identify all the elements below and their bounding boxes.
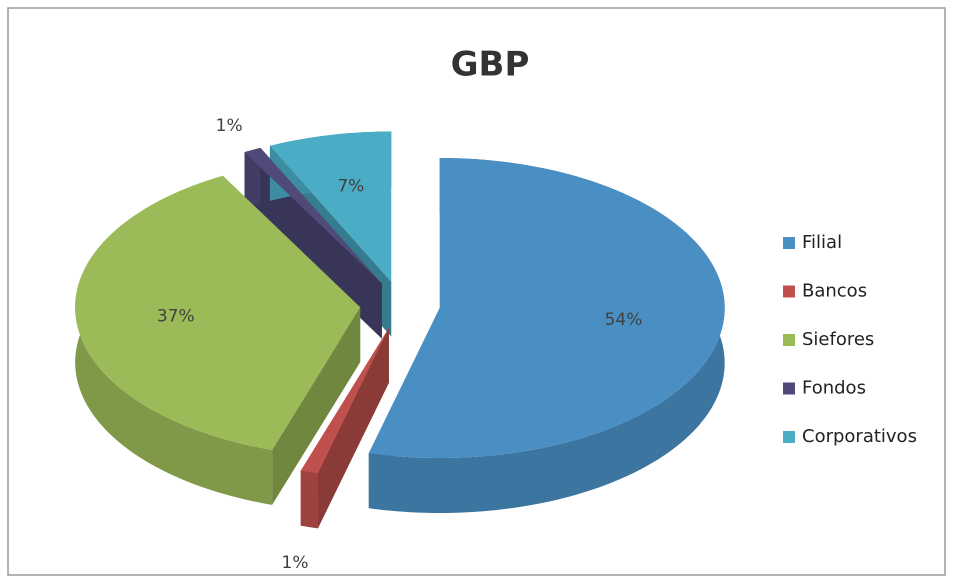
data-label: 1%	[216, 116, 243, 136]
slice	[244, 147, 382, 284]
legend-swatch	[783, 237, 795, 249]
legend-swatch	[783, 334, 795, 346]
legend-label: Filial	[802, 232, 842, 253]
slice	[75, 175, 361, 450]
data-label: 1%	[282, 553, 309, 573]
legend-label: Siefores	[802, 329, 874, 350]
data-label: 7%	[337, 176, 364, 196]
slice	[269, 131, 392, 282]
slice	[300, 328, 389, 474]
legend-label: Fondos	[802, 378, 866, 399]
legend-swatch	[783, 431, 795, 443]
slice-side	[300, 328, 389, 526]
data-label: 37%	[157, 306, 195, 326]
legend-swatch	[783, 382, 795, 395]
chart-title: GBP	[451, 45, 530, 85]
slice-side	[300, 470, 318, 529]
legend-swatch	[783, 285, 795, 298]
legend-label: Corporativos	[802, 426, 917, 447]
slice	[368, 158, 725, 459]
data-label: 54%	[605, 310, 643, 330]
legend-label: Bancos	[802, 281, 867, 302]
slice-side	[272, 307, 361, 505]
